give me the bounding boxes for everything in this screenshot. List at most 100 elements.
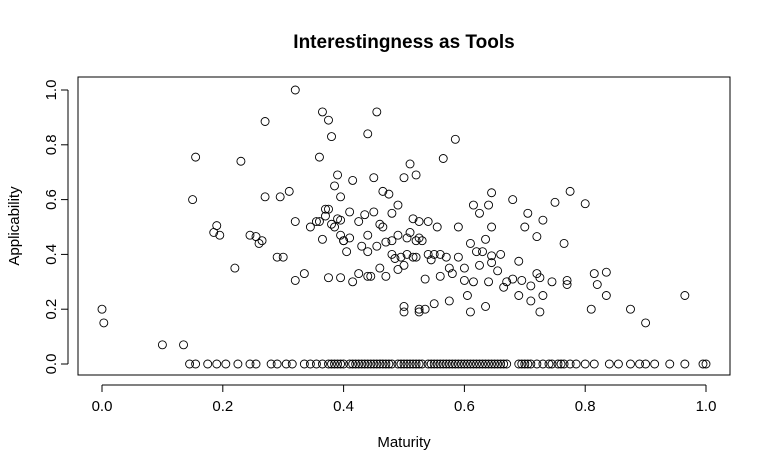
data-point (487, 222, 497, 232)
data-point (559, 359, 569, 369)
y-tick-label: 0.2 (43, 299, 60, 320)
data-point (484, 277, 494, 287)
data-point (191, 359, 201, 369)
data-point (354, 269, 364, 279)
data-point (324, 115, 333, 125)
data-point (414, 304, 424, 314)
data-point (99, 318, 109, 328)
data-point (478, 247, 487, 257)
data-point (363, 247, 373, 257)
data-point (432, 222, 442, 232)
data-point (333, 170, 343, 180)
data-point (601, 291, 611, 300)
data-point (444, 263, 454, 273)
data-point (408, 359, 418, 369)
data-point (230, 263, 240, 273)
data-point (188, 195, 198, 205)
data-point (450, 359, 460, 369)
data-point (245, 359, 255, 369)
data-point (299, 359, 309, 369)
data-point (589, 269, 599, 279)
y-tick-label: 0.4 (43, 244, 60, 265)
chart-title: Interestingness as Tools (293, 32, 514, 53)
data-point (284, 186, 294, 196)
data-point (236, 156, 246, 166)
data-point (665, 359, 675, 369)
data-point (502, 277, 512, 287)
data-point (472, 247, 481, 257)
data-point (481, 359, 490, 369)
data-point (417, 236, 427, 246)
data-point (324, 204, 333, 214)
data-point (245, 230, 255, 240)
data-point (459, 359, 469, 369)
y-axis-label: Applicability (6, 186, 23, 266)
data-point (351, 359, 361, 369)
data-point (336, 215, 346, 225)
data-point (203, 359, 213, 369)
data-point (387, 359, 397, 369)
data-point (514, 291, 524, 300)
data-point (526, 281, 536, 291)
x-tick-label: 0.8 (575, 398, 596, 415)
data-point (396, 252, 406, 262)
points-layer (97, 85, 711, 369)
data-point (459, 263, 469, 273)
data-point (508, 195, 518, 205)
data-point (487, 251, 497, 261)
data-point (520, 222, 530, 232)
data-point (384, 189, 394, 199)
data-point (435, 271, 445, 281)
data-point (411, 236, 421, 246)
data-point (532, 269, 542, 279)
data-point (399, 173, 409, 183)
data-point (324, 273, 333, 283)
x-axis-label: Maturity (377, 434, 431, 451)
data-point (366, 271, 376, 281)
data-point (538, 359, 548, 369)
data-point (544, 359, 554, 369)
data-point (478, 359, 487, 369)
data-point (354, 359, 364, 369)
x-tick-label: 0.0 (92, 398, 113, 415)
data-point (336, 230, 346, 240)
data-point (336, 359, 346, 369)
data-point (375, 219, 385, 229)
data-point (462, 359, 472, 369)
data-point (363, 359, 373, 369)
data-point (496, 359, 506, 369)
x-axis: 0.0 0.2 0.4 0.6 0.8 1.0 (92, 384, 716, 415)
data-point (396, 359, 406, 369)
x-tick-label: 0.2 (212, 398, 233, 415)
data-point (701, 359, 711, 369)
data-point (447, 359, 457, 369)
data-point (420, 304, 430, 314)
data-point (523, 359, 533, 369)
data-point (580, 199, 590, 209)
data-point (348, 277, 358, 287)
data-point (526, 296, 536, 306)
data-point (348, 359, 358, 369)
data-point (402, 249, 412, 259)
data-point (281, 359, 291, 369)
data-point (499, 359, 509, 369)
data-point (333, 359, 343, 369)
data-point (447, 269, 457, 279)
data-point (378, 186, 388, 196)
data-point (212, 359, 222, 369)
data-point (444, 359, 454, 369)
data-point (278, 252, 288, 262)
data-point (314, 152, 324, 162)
data-point (375, 359, 385, 369)
data-point (514, 256, 524, 266)
data-point (369, 359, 379, 369)
data-point (272, 359, 282, 369)
data-point (290, 85, 300, 95)
data-point (327, 219, 336, 229)
data-point (185, 359, 195, 369)
data-point (626, 304, 635, 314)
data-point (372, 359, 382, 369)
data-point (399, 359, 409, 369)
data-point (411, 170, 421, 180)
data-point (336, 192, 346, 202)
